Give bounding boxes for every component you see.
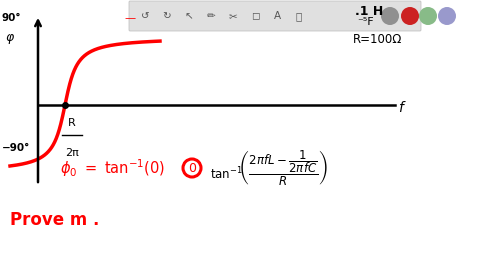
Text: ↺: ↺ xyxy=(141,11,149,21)
Circle shape xyxy=(419,7,437,25)
FancyBboxPatch shape xyxy=(129,1,421,31)
Text: ⁻⁵F: ⁻⁵F xyxy=(357,17,373,27)
Circle shape xyxy=(438,7,456,25)
Text: 2π: 2π xyxy=(65,148,79,158)
Text: f: f xyxy=(398,101,403,115)
Text: 🖼: 🖼 xyxy=(296,11,302,21)
Text: $\mathsf{tan}^{-1}\!\left(\dfrac{2\pi fL-\dfrac{1}{2\pi fC}}{R}\right)$: $\mathsf{tan}^{-1}\!\left(\dfrac{2\pi fL… xyxy=(210,148,328,188)
Text: R=100Ω: R=100Ω xyxy=(353,33,402,46)
Circle shape xyxy=(381,7,399,25)
Text: φ: φ xyxy=(5,32,13,45)
Text: —: — xyxy=(124,13,135,23)
Text: 90°: 90° xyxy=(2,13,22,23)
Text: ↖: ↖ xyxy=(185,11,193,21)
Text: ✂: ✂ xyxy=(228,11,238,21)
Text: A: A xyxy=(274,11,281,21)
Text: ✏: ✏ xyxy=(206,11,216,21)
Text: −90°: −90° xyxy=(2,143,30,153)
Text: ◻: ◻ xyxy=(251,11,259,21)
Text: 0: 0 xyxy=(188,161,196,174)
Text: Prove m .: Prove m . xyxy=(10,211,99,229)
Text: $\phi_0\ =\ \mathsf{tan}^{-1}(0)$: $\phi_0\ =\ \mathsf{tan}^{-1}(0)$ xyxy=(60,157,165,179)
Text: ↻: ↻ xyxy=(163,11,171,21)
Circle shape xyxy=(401,7,419,25)
Text: .1 H: .1 H xyxy=(355,5,383,18)
Text: R: R xyxy=(68,118,76,128)
